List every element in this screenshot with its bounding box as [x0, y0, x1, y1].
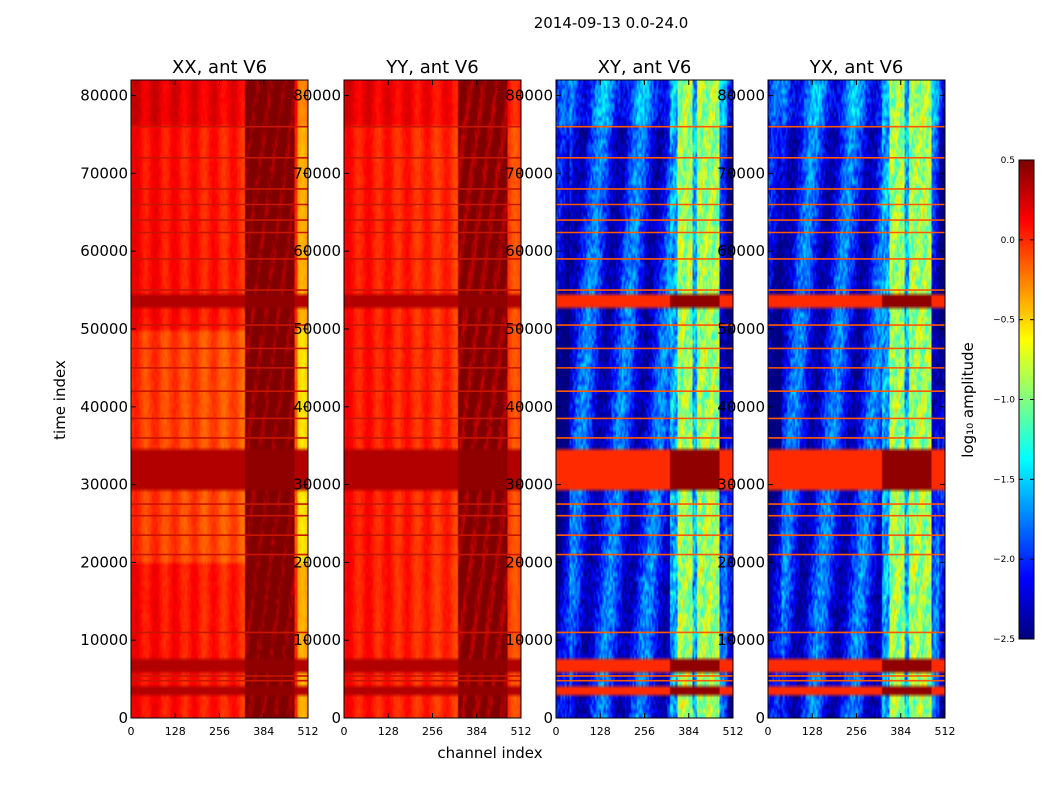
x-tick-label: 384: [678, 725, 699, 738]
y-tick-label: 30000: [80, 476, 128, 494]
y-tick-label: 40000: [505, 398, 553, 416]
x-tick-label: 128: [590, 725, 611, 738]
x-tick-label: 0: [341, 725, 348, 738]
x-tick-label: 256: [422, 725, 443, 738]
panel-title: YY, ant V6: [385, 57, 478, 78]
colorbar-gradient: [1019, 160, 1034, 639]
y-tick-label: 20000: [80, 553, 128, 571]
x-tick-label: 512: [935, 725, 956, 738]
y-tick-label: 40000: [717, 398, 765, 416]
y-tick-label: 10000: [505, 631, 553, 649]
x-tick-label: 384: [890, 725, 911, 738]
y-tick-label: 70000: [80, 164, 128, 182]
y-tick-label: 60000: [80, 242, 128, 260]
colorbar-tick-label: −1.0: [993, 396, 1015, 406]
y-tick-label: 50000: [293, 320, 341, 338]
x-tick-label: 128: [802, 725, 823, 738]
y-tick-label: 80000: [505, 87, 553, 105]
x-axis-label: channel index: [437, 744, 542, 762]
y-tick-label: 80000: [293, 87, 341, 105]
heatmap-image: [131, 80, 308, 718]
colorbar-tick-label: 0.5: [1001, 156, 1015, 166]
y-tick-label: 20000: [717, 553, 765, 571]
y-tick-label: 0: [118, 709, 128, 727]
panel-2: YY, ant V6 0 128 256 384 512 0 10000 20000 30000 4…: [293, 57, 531, 738]
y-tick-label: 50000: [717, 320, 765, 338]
panel-1: XX, ant V6 0 128 256 384 512 0 10000 20000 30000 4…: [80, 57, 318, 738]
y-tick-label: 0: [543, 709, 553, 727]
y-tick-label: 60000: [293, 242, 341, 260]
y-tick-label: 10000: [80, 631, 128, 649]
x-tick-label: 256: [634, 725, 655, 738]
x-tick-label: 0: [128, 725, 135, 738]
panel-title: YX, ant V6: [809, 57, 904, 78]
x-tick-label: 384: [466, 725, 487, 738]
heatmap-image: [344, 80, 521, 718]
y-tick-label: 20000: [293, 553, 341, 571]
y-tick-label: 60000: [717, 242, 765, 260]
colorbar-tick-label: 0.0: [1001, 236, 1016, 246]
x-tick-label: 384: [253, 725, 274, 738]
colorbar-tick-label: −1.5: [993, 475, 1015, 485]
y-tick-label: 40000: [293, 398, 341, 416]
colorbar-tick-label: −0.5: [993, 316, 1015, 326]
y-tick-label: 80000: [80, 87, 128, 105]
panel-3: XY, ant V6 0 128 256 384 512 0 10000 20000 30000 4…: [505, 57, 743, 738]
y-tick-label: 50000: [505, 320, 553, 338]
y-tick-label: 10000: [293, 631, 341, 649]
x-tick-label: 128: [165, 725, 186, 738]
panel-title: XX, ant V6: [172, 57, 267, 78]
y-tick-label: 10000: [717, 631, 765, 649]
x-tick-label: 256: [846, 725, 867, 738]
y-axis-label: time index: [51, 360, 69, 440]
y-tick-label: 0: [755, 709, 765, 727]
x-tick-label: 0: [765, 725, 772, 738]
panel-4: YX, ant V6 0 128 256 384 512 0 10000 20000 30000 4…: [717, 57, 955, 738]
y-tick-label: 70000: [717, 164, 765, 182]
x-tick-label: 512: [511, 725, 532, 738]
y-tick-label: 50000: [80, 320, 128, 338]
colorbar: 0.5 0.0 −0.5 −1.0 −1.5 −2.0 −2.5: [993, 156, 1035, 645]
y-tick-label: 30000: [293, 476, 341, 494]
colorbar-tick-label: −2.0: [993, 555, 1015, 565]
heatmap-image: [556, 80, 733, 718]
y-tick-label: 20000: [505, 553, 553, 571]
y-tick-label: 80000: [717, 87, 765, 105]
x-tick-label: 512: [298, 725, 319, 738]
colorbar-tick-label: −2.5: [993, 635, 1015, 645]
y-tick-label: 70000: [293, 164, 341, 182]
x-tick-label: 0: [553, 725, 560, 738]
figure-suptitle: 2014-09-13 0.0-24.0: [534, 14, 689, 32]
y-tick-label: 70000: [505, 164, 553, 182]
y-tick-label: 30000: [717, 476, 765, 494]
y-tick-label: 0: [331, 709, 341, 727]
x-tick-label: 256: [209, 725, 230, 738]
y-tick-label: 40000: [80, 398, 128, 416]
y-tick-label: 60000: [505, 242, 553, 260]
panels-group: XX, ant V6 0 128 256 384 512 0 10000 20000 30000 4…: [80, 57, 955, 738]
heatmap-image: [768, 80, 945, 718]
x-tick-label: 128: [378, 725, 399, 738]
y-tick-label: 30000: [505, 476, 553, 494]
panel-title: XY, ant V6: [598, 57, 692, 78]
x-tick-label: 512: [723, 725, 744, 738]
colorbar-label: log₁₀ amplitude: [959, 342, 977, 457]
